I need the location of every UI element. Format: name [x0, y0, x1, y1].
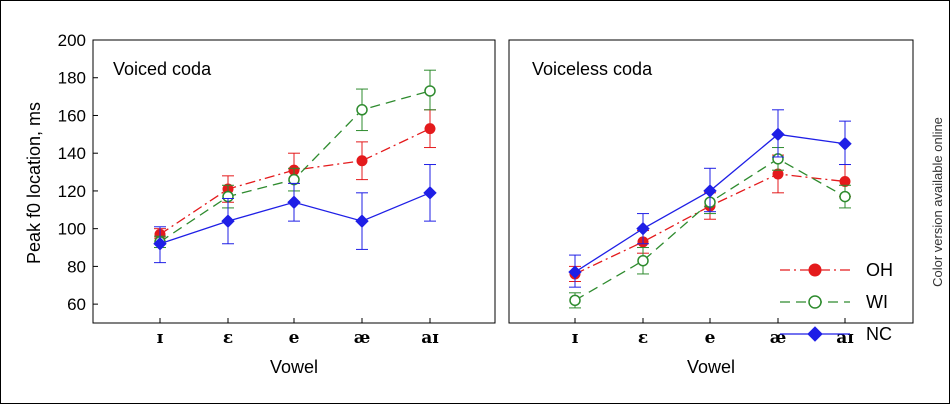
panel-left-title: Voiced coda: [113, 59, 212, 79]
marker-wi: [839, 190, 851, 203]
x-tick-label: e: [289, 328, 300, 348]
x-tick-label: ɪ: [572, 328, 579, 348]
marker-nc: [838, 137, 852, 151]
panel-right-title: Voiceless coda: [532, 59, 653, 79]
marker-oh: [356, 155, 368, 167]
x-tick-label: e: [705, 328, 716, 348]
marker-nc: [771, 127, 785, 142]
x-tick-labels-right: ɪ ɛ e æ aɪ: [572, 318, 854, 348]
legend-label-nc: NC: [866, 324, 892, 344]
marker-oh: [808, 263, 822, 277]
series-line-oh: [159, 128, 431, 235]
y-tick-label: 160: [58, 106, 86, 125]
panel-left: Voiced coda 60 80 100 120 140 160 180 200 ɪ ɛ e æ a…: [58, 31, 496, 377]
marker-nc: [703, 184, 717, 198]
y-tick-label: 140: [58, 144, 86, 163]
x-tick-label: aɪ: [421, 328, 439, 348]
marker-wi: [637, 254, 649, 267]
marker-wi: [569, 294, 581, 307]
x-tick-label: ɪ: [157, 328, 164, 348]
panel-right-frame: [508, 39, 914, 324]
x-tick-label: ɛ: [638, 328, 648, 348]
marker-nc: [153, 237, 167, 251]
marker-nc: [423, 186, 437, 200]
marker-oh: [424, 123, 436, 135]
marker-nc: [287, 195, 301, 209]
marker-nc: [568, 265, 582, 279]
y-tick-label: 200: [58, 31, 86, 50]
y-tick-labels: 60 80 100 120 140 160 180 200: [58, 31, 98, 314]
legend: OH WI NC: [780, 260, 893, 344]
y-tick-label: 80: [67, 257, 86, 276]
panel-right: Voiceless coda ɪ ɛ e æ aɪ Vowel OH WI NC: [508, 39, 914, 377]
marker-nc: [636, 221, 650, 236]
legend-label-wi: WI: [866, 292, 888, 312]
y-tick-label: 180: [58, 69, 86, 88]
plot-area-left: [153, 69, 437, 264]
y-tick-label: 120: [58, 182, 86, 201]
marker-wi: [808, 295, 822, 309]
x-tick-label: æ: [770, 328, 787, 348]
marker-wi: [356, 104, 368, 116]
x-tick-label: ɛ: [223, 328, 233, 348]
x-axis-label-right: Vowel: [687, 357, 735, 377]
legend-label-oh: OH: [866, 260, 893, 280]
marker-nc: [221, 214, 235, 228]
y-axis-label: Peak f0 location, ms: [24, 102, 44, 264]
plot-area-right: [568, 109, 852, 309]
y-tick-label: 60: [67, 295, 86, 314]
x-tick-label: æ: [354, 328, 371, 348]
series-line-oh: [574, 173, 846, 275]
y-tick-label: 100: [58, 220, 86, 239]
marker-nc: [355, 214, 369, 228]
marker-wi: [424, 85, 436, 97]
x-axis-label-left: Vowel: [270, 357, 318, 377]
side-note: Color version available online: [930, 117, 945, 287]
x-tick-labels-left: ɪ ɛ e æ aɪ: [157, 318, 439, 348]
marker-nc: [807, 326, 823, 342]
x-tick-label: aɪ: [836, 328, 854, 348]
